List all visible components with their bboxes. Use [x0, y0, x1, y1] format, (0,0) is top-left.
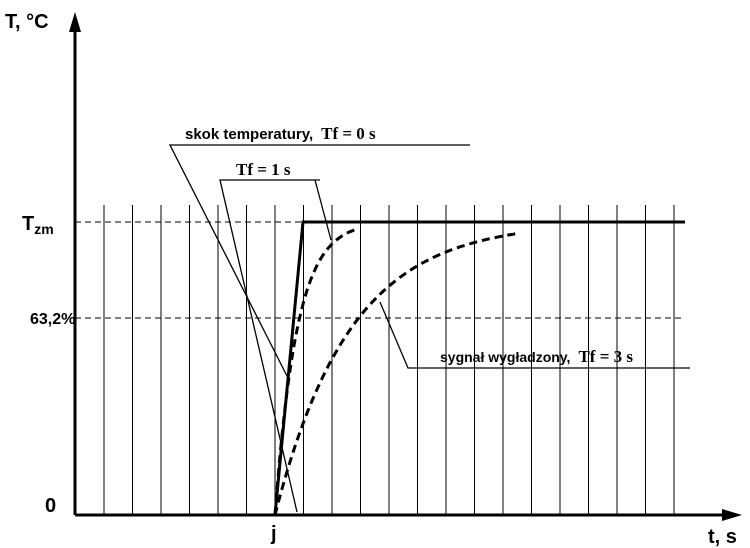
- tf3-curve: [273, 231, 520, 516]
- final-level-sub: zm: [34, 221, 53, 237]
- level-63-label: 63,2%: [30, 311, 75, 328]
- final-level-label: Tzm: [22, 213, 54, 237]
- leader-tf3: [379, 301, 690, 369]
- annotation-tf3: sygnał wygładzony, Tf = 3 s: [440, 347, 633, 366]
- leaders: [168, 144, 690, 513]
- y-axis-label: T, °C: [5, 11, 49, 33]
- leader-tf0: [168, 144, 470, 379]
- step-time-label: j: [270, 523, 277, 545]
- tf1-curve: [273, 226, 360, 516]
- annotation-text: sygnał wygładzony,: [440, 349, 570, 365]
- leader-tf1: [314, 179, 332, 241]
- leader-tf0b: [219, 179, 320, 513]
- x-axis-label: t, s: [708, 526, 737, 548]
- x-arrow: [722, 509, 742, 521]
- annotation-formula: Tf = 0 s: [321, 124, 376, 143]
- annotation-tf0: skok temperatury, Tf = 0 s: [185, 124, 376, 143]
- final-level-main: T: [22, 213, 34, 235]
- annotation-text: skok temperatury,: [185, 126, 313, 143]
- annotation-tf1: Tf = 1 s: [236, 160, 291, 179]
- grid: [103, 205, 675, 515]
- y-arrow: [69, 12, 81, 32]
- annotation-formula: Tf = 3 s: [578, 347, 633, 366]
- origin-label: 0: [45, 495, 56, 517]
